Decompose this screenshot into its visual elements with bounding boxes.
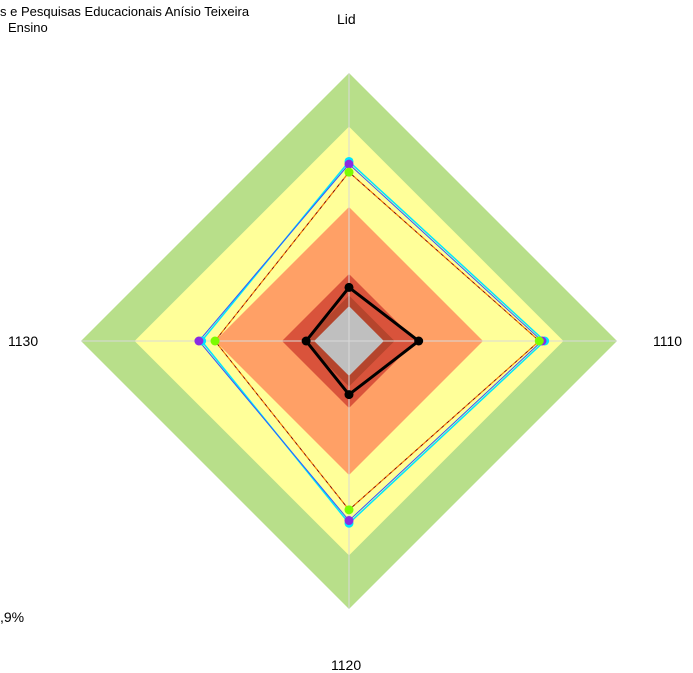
series-line-3 — [214, 171, 541, 511]
series-4-point-1110 — [414, 336, 424, 346]
axis-label-lid: Lid — [337, 11, 356, 27]
series-1-point-1130 — [194, 336, 204, 346]
footnote-percent: ,9% — [0, 609, 25, 625]
series-2-point-1130 — [210, 336, 220, 346]
axis-label-1130: 1130 — [8, 333, 39, 349]
series-2-point-lid — [344, 167, 354, 177]
series-2-point-1110 — [534, 336, 544, 346]
header-line-1: s e Pesquisas Educacionais Anísio Teixei… — [0, 4, 250, 19]
axis-label-1120: 1120 — [331, 657, 362, 673]
series-2-point-1120 — [344, 505, 354, 515]
series-4-point-1130 — [301, 336, 311, 346]
series-4-point-1120 — [344, 390, 354, 400]
axis-label-1110: 1110 — [653, 333, 683, 349]
series-4-point-lid — [344, 282, 354, 292]
radar-markers — [194, 156, 550, 528]
series-1-point-1120 — [344, 516, 354, 526]
series-1-point-lid — [344, 159, 354, 169]
header-line-2: Ensino — [8, 20, 48, 35]
